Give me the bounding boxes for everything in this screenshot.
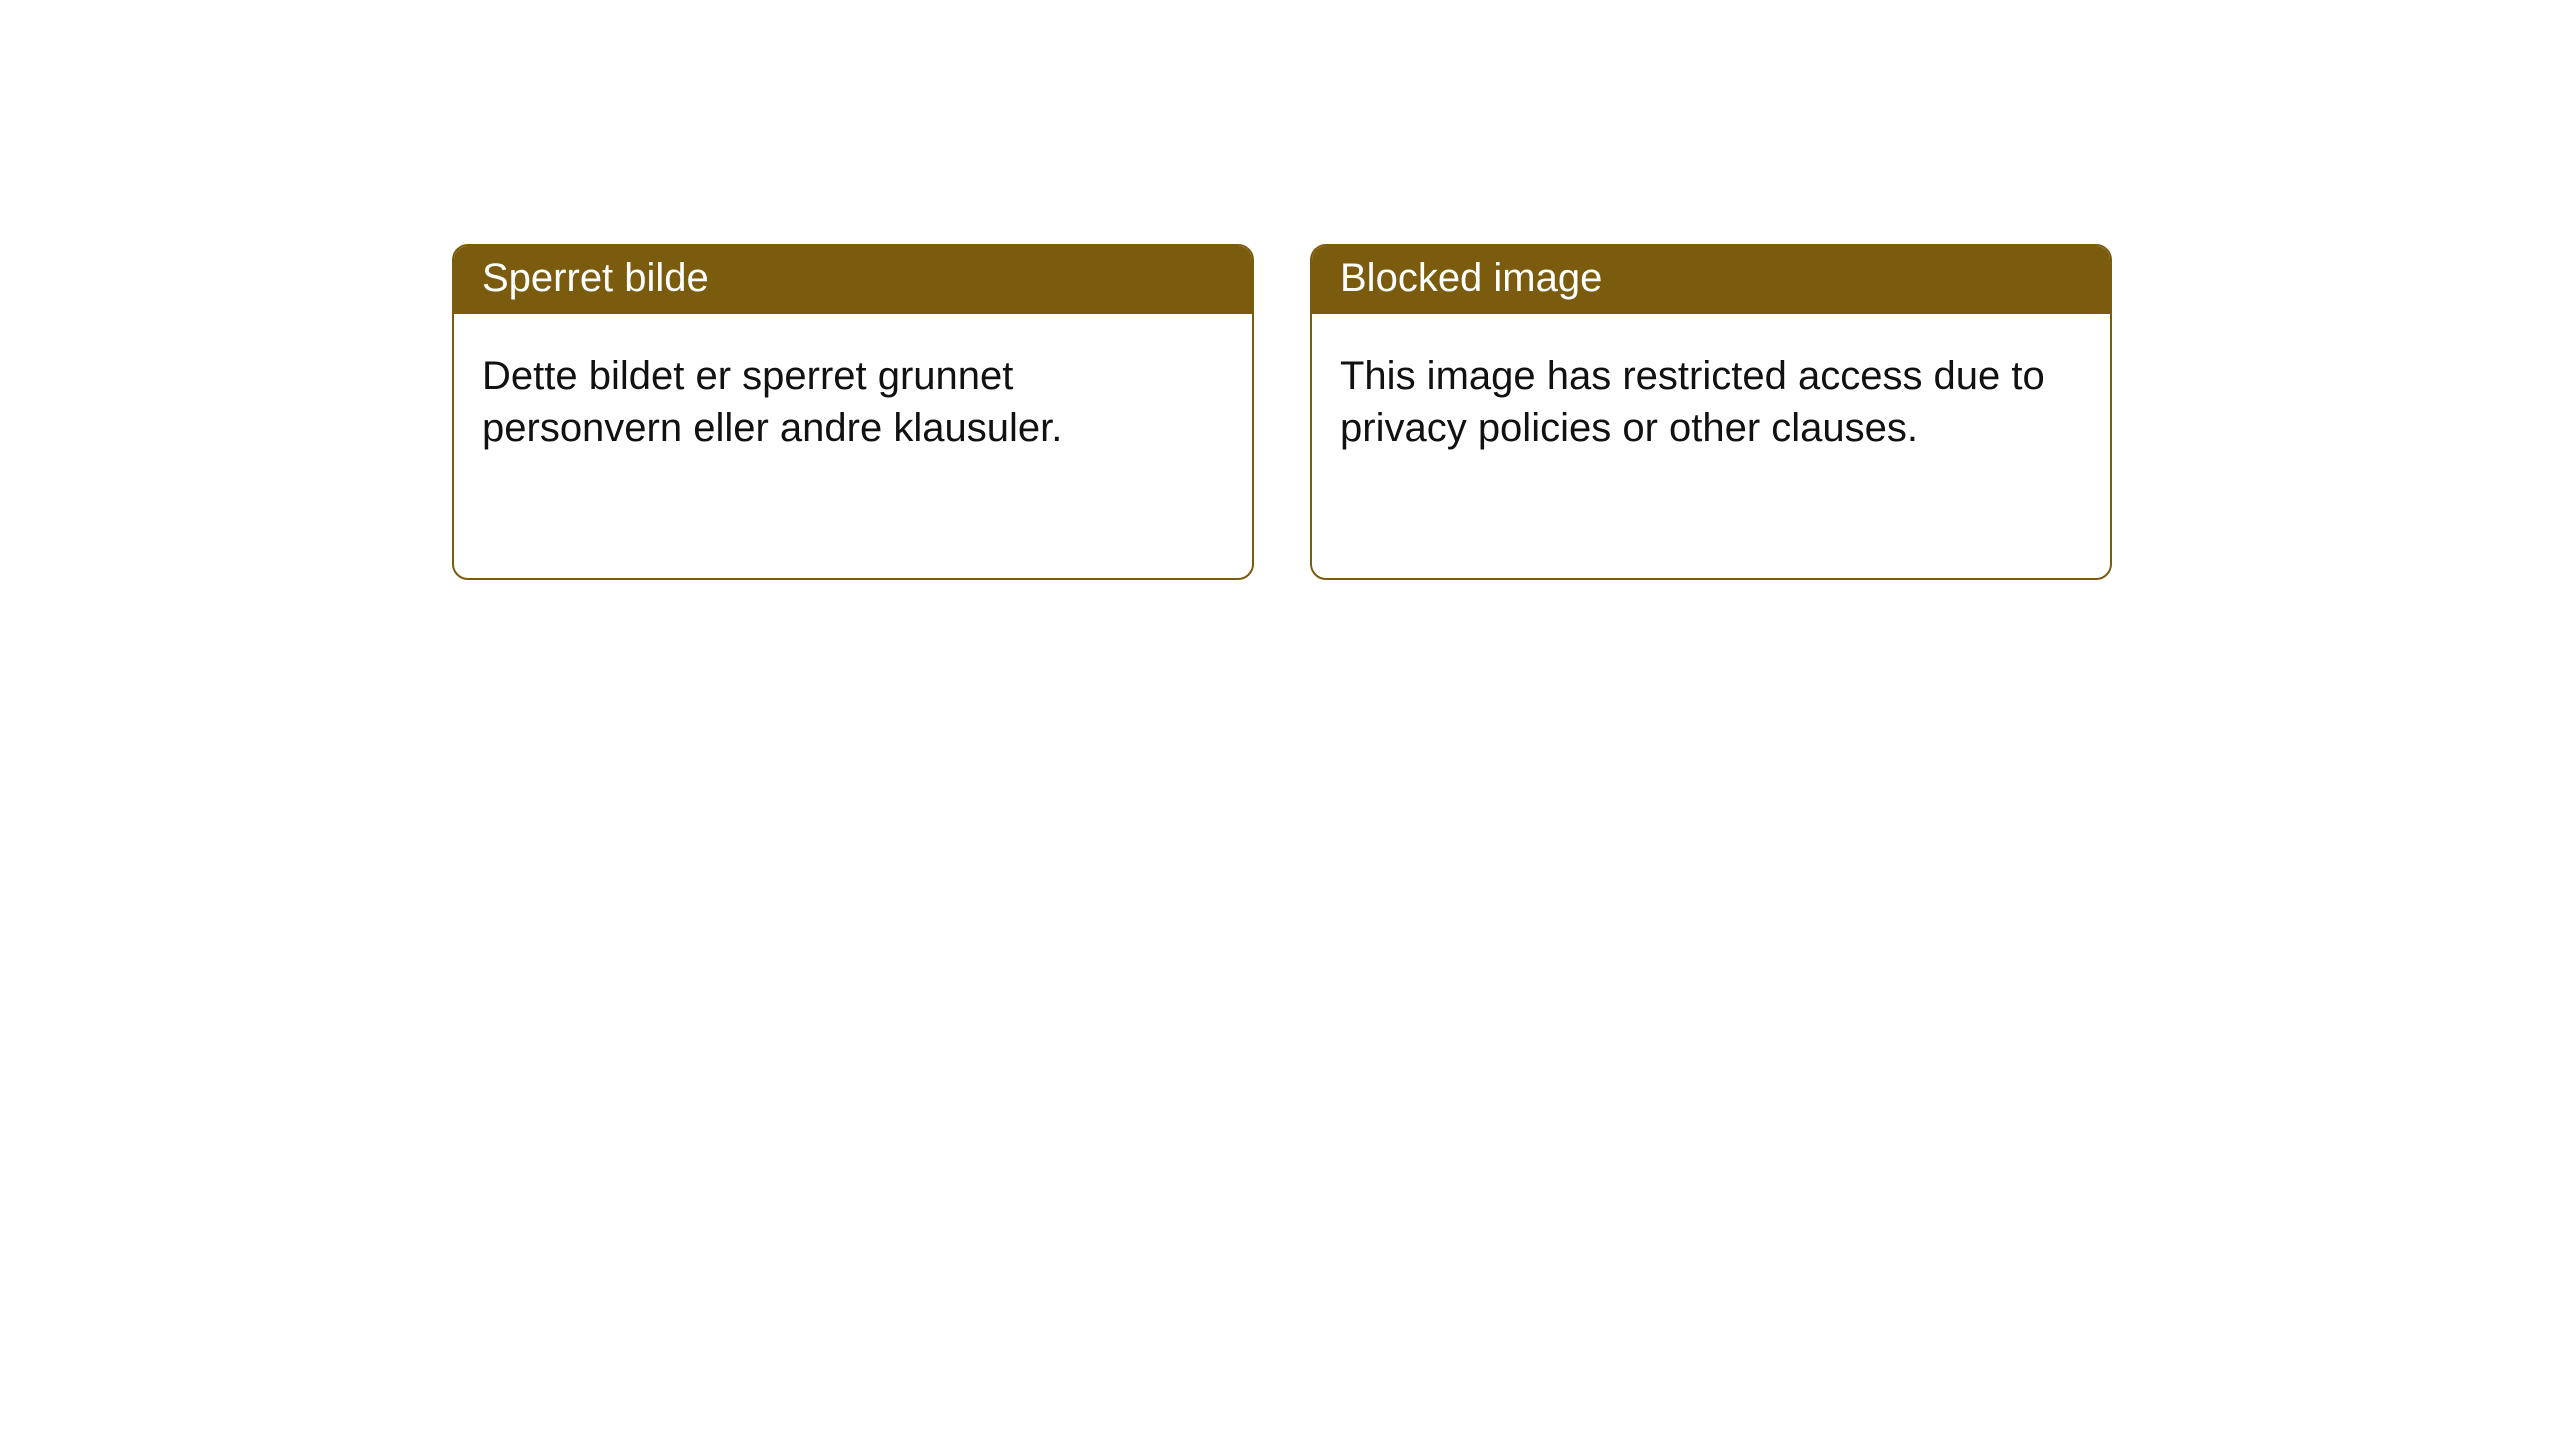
card-header: Blocked image (1312, 246, 2110, 314)
notice-card-norwegian: Sperret bilde Dette bildet er sperret gr… (452, 244, 1254, 580)
card-header: Sperret bilde (454, 246, 1252, 314)
card-body: Dette bildet er sperret grunnet personve… (454, 314, 1252, 490)
notice-container: Sperret bilde Dette bildet er sperret gr… (0, 0, 2560, 580)
notice-card-english: Blocked image This image has restricted … (1310, 244, 2112, 580)
card-body: This image has restricted access due to … (1312, 314, 2110, 490)
